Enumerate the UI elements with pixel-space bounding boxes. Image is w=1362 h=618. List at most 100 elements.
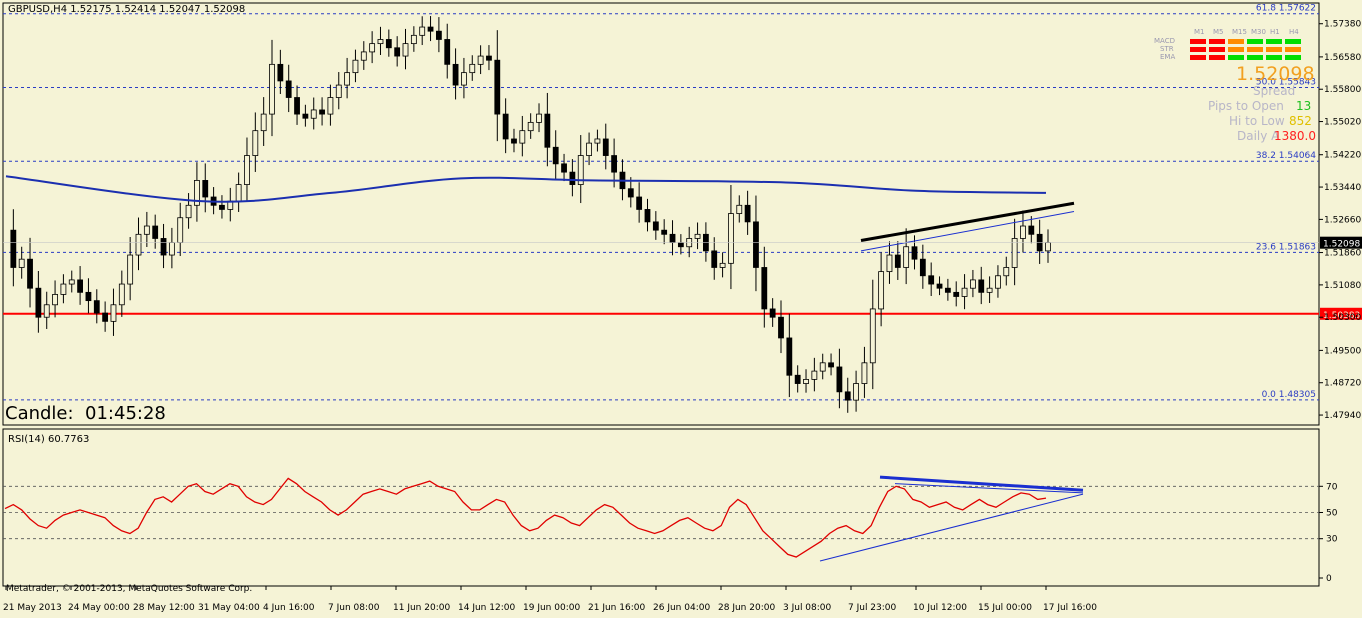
candle-body: [711, 250, 718, 268]
candle-body: [836, 366, 843, 393]
candle-body: [152, 225, 159, 239]
candle-body: [753, 221, 759, 268]
candle-body: [285, 80, 292, 98]
candle-body: [219, 204, 225, 210]
pips-to-open-label: Pips to Open: [1208, 99, 1284, 113]
signal-cell: [1209, 39, 1225, 44]
spread-label: Spread: [1253, 84, 1295, 98]
time-tick-label: 15 Jul 00:00: [978, 603, 1032, 613]
price-tick-label: 1.50300: [1324, 313, 1361, 323]
candle-body: [419, 26, 426, 36]
candle-body: [1003, 267, 1010, 277]
candle-body: [961, 287, 968, 297]
candle-body: [135, 233, 142, 256]
candle-body: [244, 155, 250, 185]
signal-cell: [1247, 39, 1263, 44]
signal-cell: [1266, 39, 1282, 44]
candle-body: [569, 171, 576, 185]
candle-body: [143, 225, 150, 235]
signal-cell: [1266, 47, 1282, 52]
rsi-line: [4, 477, 1047, 558]
candle-body: [360, 51, 367, 61]
timeframe-label: H1: [1270, 28, 1280, 36]
signal-cell: [1285, 47, 1301, 52]
rsi-tick-label: 70: [1326, 482, 1338, 492]
time-tick-label: 26 Jun 04:00: [653, 603, 710, 613]
candle-body: [486, 55, 492, 61]
time-tick-label: 7 Jun 08:00: [328, 603, 380, 613]
candle-body: [819, 362, 826, 372]
candle-body: [561, 163, 567, 173]
candle-body: [803, 379, 809, 384]
fib-label: 50.0 1.55843: [1256, 77, 1316, 87]
candle-body: [310, 109, 317, 119]
candle-body: [911, 246, 918, 260]
candle-body: [202, 180, 209, 198]
candle-body: [828, 362, 834, 368]
candle-body: [10, 229, 17, 268]
candle-body: [344, 72, 351, 86]
price-tick-label: 1.56580: [1324, 53, 1361, 63]
candle-body: [494, 59, 501, 115]
candle-body: [452, 63, 459, 86]
signal-cell: [1209, 55, 1225, 60]
time-tick-label: 19 Jun 00:00: [523, 603, 580, 613]
candle-timer-value: 01:45:28: [85, 403, 166, 424]
time-axis: 21 May 2013 24 May 00:00 28 May 12:00 31 Ma…: [3, 586, 1097, 613]
candle-body: [794, 374, 801, 384]
candle-body: [544, 113, 551, 148]
price-tick-label: 1.53440: [1324, 183, 1361, 193]
candle-body: [811, 370, 818, 380]
price-tick-label: 1.51080: [1324, 281, 1361, 291]
current-price: 1.52098: [1236, 63, 1315, 85]
candle-body: [60, 283, 67, 295]
candle-body: [511, 138, 517, 144]
trendlines[interactable]: [860, 201, 1075, 252]
candle-body: [327, 97, 334, 115]
candle-body: [853, 383, 859, 401]
price-panel-frame: [2, 2, 1320, 426]
signal-cell: [1285, 55, 1301, 60]
time-tick-label: 21 Jun 16:00: [588, 603, 645, 613]
timeframe-label: M1: [1194, 28, 1205, 36]
timeframe-label: M5: [1213, 28, 1224, 36]
support-price-label: 1.50383: [1323, 311, 1360, 321]
candle-body: [1020, 225, 1026, 239]
candle-body: [102, 312, 109, 322]
candle-body: [978, 279, 985, 293]
spread-text: Spread: [1253, 84, 1296, 98]
time-tick-label: 28 Jun 20:00: [718, 603, 775, 613]
signal-cell: [1247, 47, 1263, 52]
candle-body: [627, 188, 634, 198]
candle-body: [786, 337, 793, 376]
candle-body: [444, 39, 451, 65]
candle-body: [394, 47, 401, 57]
time-tick-label: 3 Jul 08:00: [783, 603, 832, 613]
price-tick-label: 1.48720: [1324, 379, 1361, 389]
candle-body: [769, 308, 776, 318]
time-tick-label: 10 Jul 12:00: [913, 603, 967, 613]
fib-label: 61.8 1.57622: [1256, 4, 1316, 14]
candle-body: [970, 279, 976, 289]
current-price-label: 1.52098: [1323, 240, 1360, 250]
resistance-trendline: [860, 201, 1075, 243]
candle-body: [18, 258, 25, 268]
candle-body: [461, 72, 467, 86]
candle-body: [986, 287, 993, 293]
candle-body: [1045, 242, 1051, 252]
candle-body: [377, 39, 384, 45]
candle-body: [744, 204, 751, 223]
time-tick-label: 24 May 00:00: [68, 603, 130, 613]
signal-cell: [1209, 47, 1225, 52]
price-tick-label: 1.54220: [1324, 151, 1361, 161]
candle-body: [928, 275, 935, 285]
candle-body: [611, 155, 618, 173]
price-tick-label: 1.49500: [1324, 346, 1361, 356]
signal-cell: [1266, 55, 1282, 60]
daily-avg-value: 1380.0: [1274, 129, 1316, 143]
candle-body: [736, 204, 743, 214]
candle-body: [260, 113, 267, 132]
candle-body: [110, 304, 117, 322]
